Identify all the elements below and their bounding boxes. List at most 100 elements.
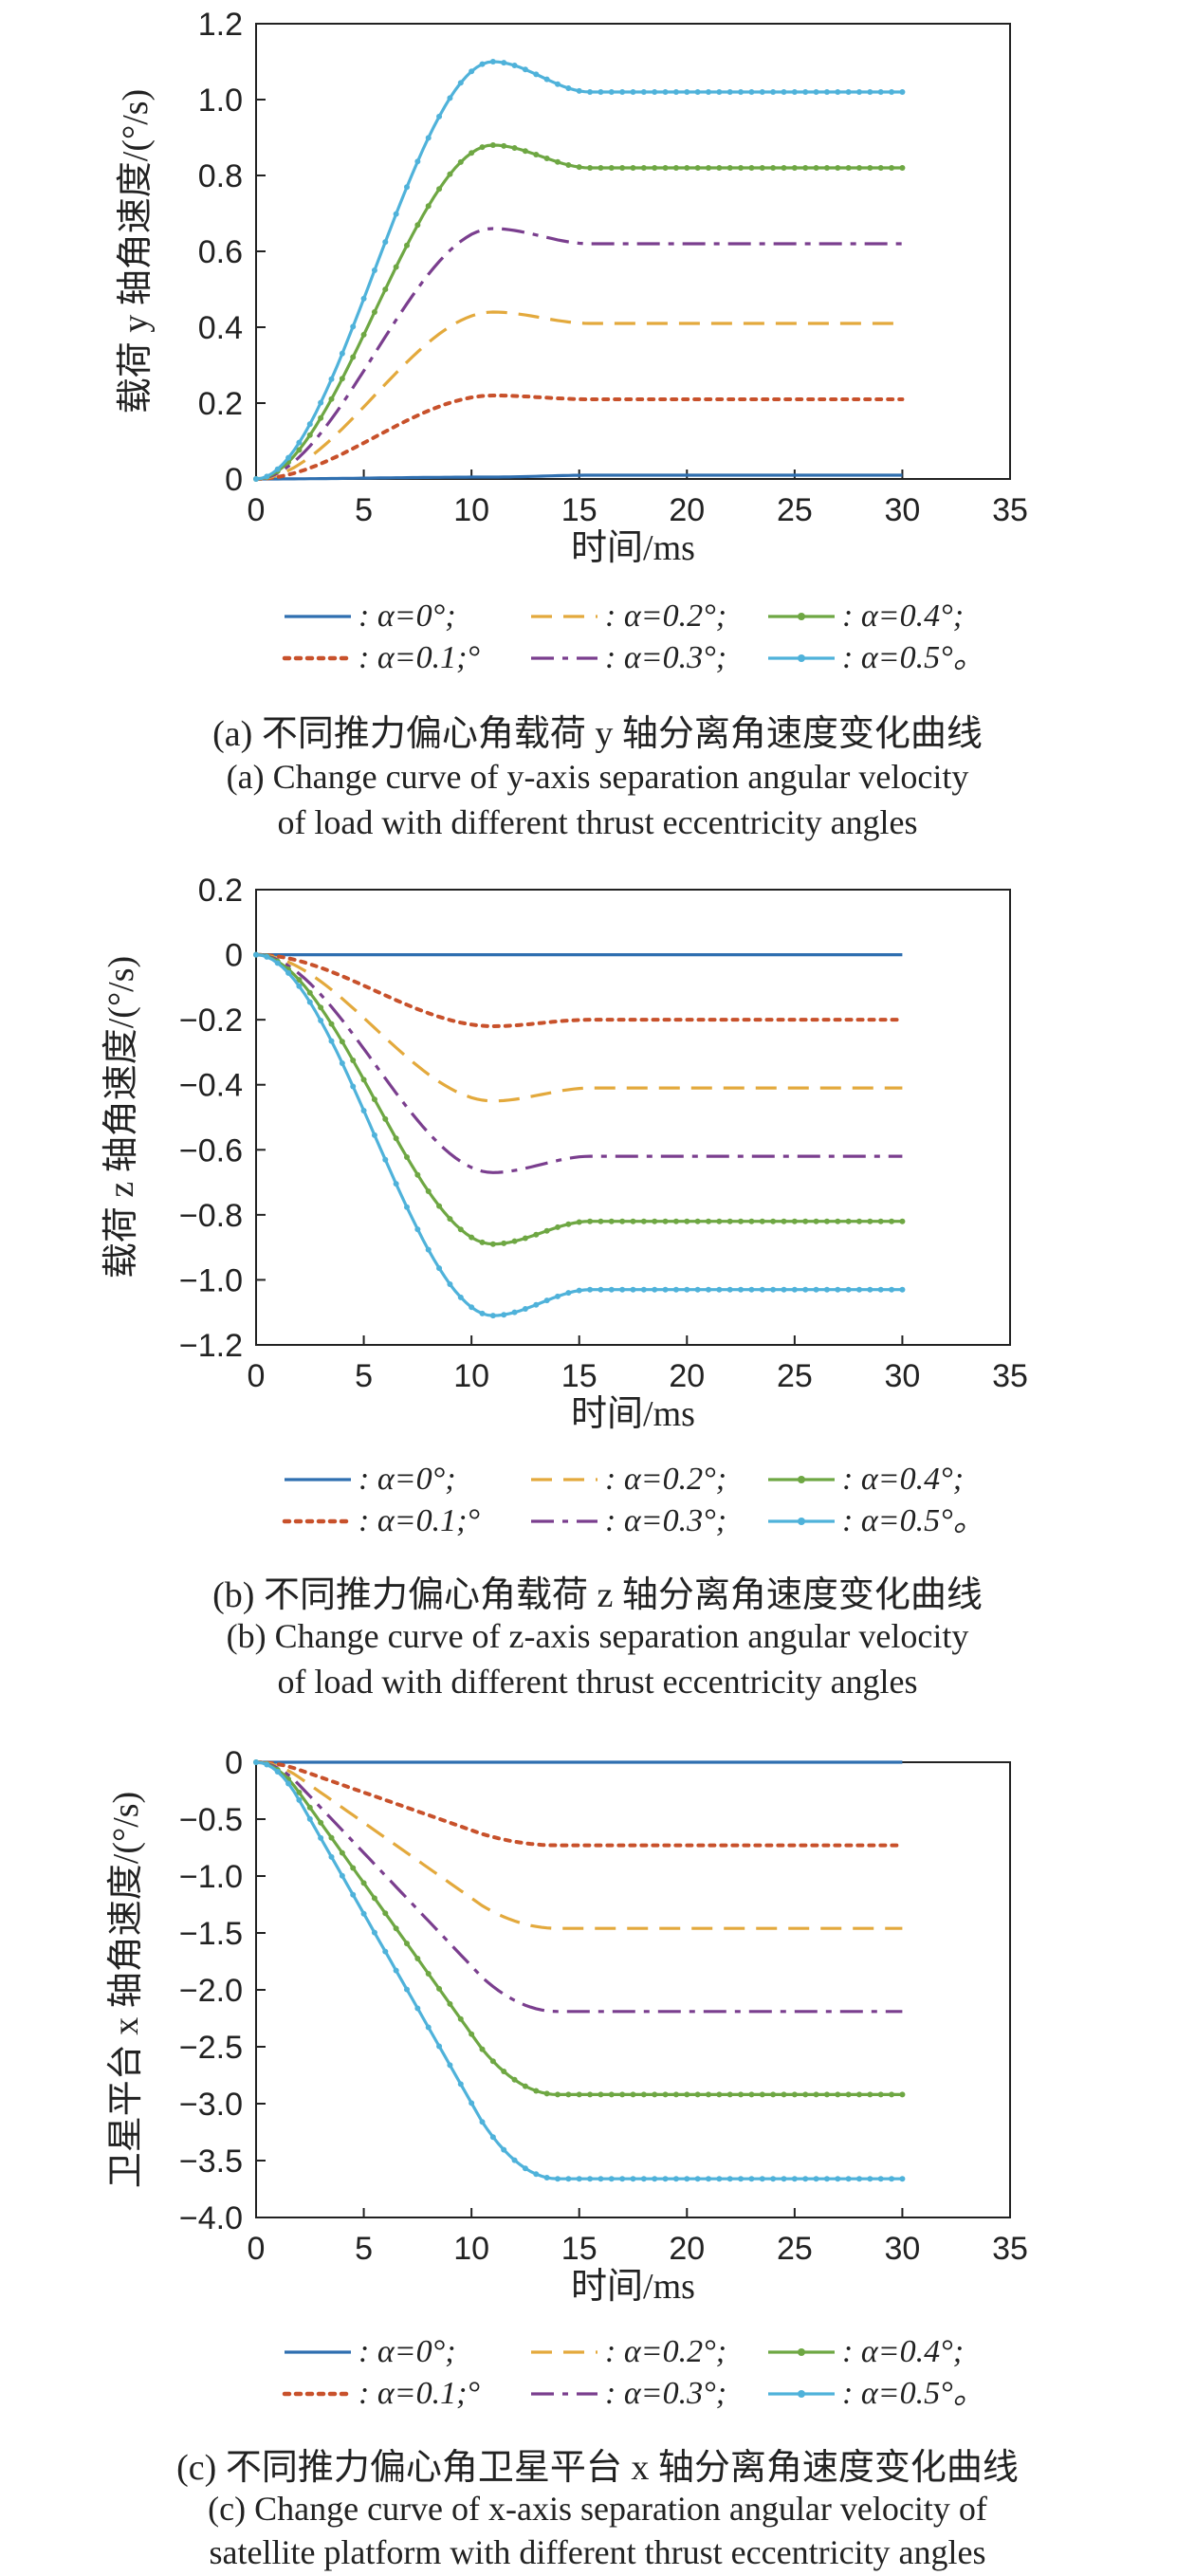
caption-c-cn: (c) 不同推力偏心角卫星平台 x 轴分离角速度变化曲线 [176,2448,1019,2488]
series-marker-a05 [522,2165,528,2172]
series-marker-a04 [533,1231,540,1238]
series-marker-a05 [662,2176,669,2182]
series-marker-a05 [371,1132,377,1138]
series-marker-a04 [770,1218,777,1224]
series-marker-a04 [889,2091,895,2098]
series-marker-a05 [867,2176,873,2182]
series-marker-a04 [436,1203,443,1209]
x-tick-label: 35 [992,2231,1028,2267]
series-marker-a04 [802,165,809,171]
series-marker-a05 [608,1286,615,1293]
series-marker-a04 [694,2091,701,2098]
series-marker-a04 [672,2091,679,2098]
series-marker-a05 [425,1246,432,1253]
series-marker-a05 [856,89,862,95]
series-marker-a04 [511,2076,518,2083]
series-marker-a04 [447,1216,453,1223]
legend-marker-a05 [798,654,805,662]
series-marker-a05 [791,89,798,95]
series-marker-a04 [360,331,367,338]
y-tick-label: −0.6 [179,1132,243,1168]
series-marker-a04 [813,2091,819,2098]
series-marker-a05 [318,399,324,406]
x-tick-label: 30 [885,1358,921,1394]
x-tick-label: 15 [561,1358,598,1394]
series-marker-a04 [296,1789,303,1795]
y-tick-label: −3.0 [179,2087,243,2123]
series-marker-a05 [694,1286,701,1293]
legend-label-a01: : α=0.1;° [358,1503,480,1538]
caption-a-en2: of load with different thrust eccentrici… [277,803,918,841]
series-marker-a05 [479,61,486,67]
series-marker-a04 [328,1834,335,1841]
series-line-a04 [255,953,903,1246]
series-marker-a05 [877,2176,884,2182]
caption-b-en2: of load with different thrust eccentrici… [277,1663,918,1701]
series-marker-a05 [694,89,701,95]
series-marker-a04 [652,1218,658,1224]
series-marker-a05 [274,960,281,966]
series-marker-a04 [889,165,895,171]
series-line-a03 [255,1760,903,2014]
series-marker-a05 [598,89,604,95]
series-marker-a04 [889,1218,895,1224]
series-marker-a04 [630,2091,636,2098]
series-marker-a05 [813,1286,819,1293]
series-marker-a05 [414,1226,421,1233]
series-marker-a05 [759,89,765,95]
series-marker-a05 [802,1286,809,1293]
chart-a-svg: 0 5 10 15 20 25 30 35 0 0.2 0.4 0.6 0.8 1.0 1.2 时间/ms 载荷… [116,7,1028,675]
legend-label-a05: : α=0.5°。 [842,2376,985,2411]
x-tick-label: 15 [561,492,598,528]
series-marker-a05 [640,1286,647,1293]
series-marker-a05 [479,2119,486,2125]
series-marker-a04 [759,2091,765,2098]
series-marker-a04 [706,1218,711,1224]
series-marker-a05 [608,89,615,95]
x-tick-label: 35 [992,492,1028,528]
x-tick-label: 0 [248,2231,266,2267]
series-marker-a04 [469,2031,475,2037]
chart-b-svg: 0 5 10 15 20 25 30 35 −1.2 −1.0 −0.8 −0.6 −0.4 −0.2 0 0… [101,873,1028,1538]
series-marker-a04 [479,1239,486,1245]
series-marker-a05 [565,2176,572,2182]
series-marker-a04 [662,165,669,171]
x-tick-label: 30 [885,2231,921,2267]
series-marker-a04 [501,1240,507,1246]
series-marker-a05 [770,1286,777,1293]
series-marker-a05 [684,1286,690,1293]
caption-b-en1: (b) Change curve of z-axis separation an… [226,1617,969,1655]
x-axis-title: 时间/ms [571,2267,695,2307]
series-marker-a05 [652,2176,658,2182]
series-marker-a05 [672,89,679,95]
series-marker-a05 [652,89,658,95]
series-marker-a05 [404,1986,410,1993]
series-marker-a05 [350,323,357,330]
series-marker-a05 [296,983,303,989]
series-marker-a04 [598,165,604,171]
x-tick-label: 30 [885,492,921,528]
y-tick-label: 0.4 [198,310,243,346]
series-marker-a05 [630,1286,636,1293]
series-line-a0 [256,473,903,481]
series-marker-a05 [823,1286,830,1293]
series-marker-a05 [264,953,270,960]
series-marker-a05 [706,1286,711,1293]
x-tick-label: 35 [992,1358,1028,1394]
series-marker-a04 [684,1218,690,1224]
series-marker-a04 [652,165,658,171]
series-marker-a04 [684,2091,690,2098]
series-marker-a05 [285,1780,292,1787]
series-marker-a04 [296,447,303,453]
series-marker-a05 [845,1286,852,1293]
series-marker-a04 [716,2091,723,2098]
y-tick-label: 0 [225,1745,243,1781]
y-tick-label: 0 [225,938,243,974]
series-marker-a04 [565,1221,572,1227]
series-marker-a04 [587,2091,594,2098]
series-marker-a05 [856,2176,862,2182]
series-marker-a04 [393,1925,399,1932]
series-marker-a04 [318,1819,324,1826]
series-marker-a04 [619,2091,626,2098]
legend-label-a01: : α=0.1;° [358,2376,480,2411]
